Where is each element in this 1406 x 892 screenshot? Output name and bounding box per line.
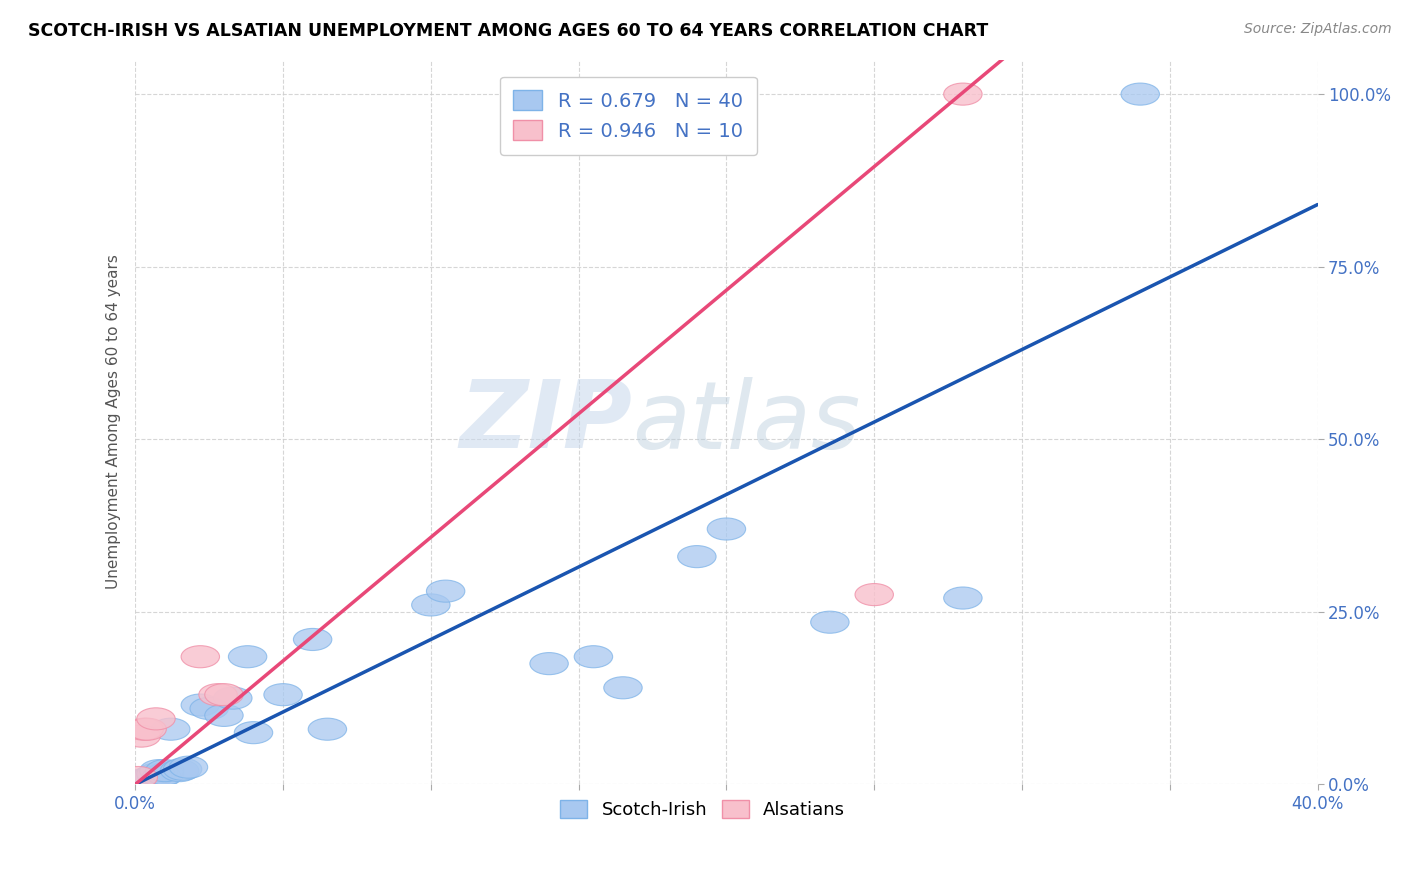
Ellipse shape [190, 698, 228, 720]
Ellipse shape [294, 629, 332, 650]
Ellipse shape [205, 683, 243, 706]
Y-axis label: Unemployment Among Ages 60 to 64 years: Unemployment Among Ages 60 to 64 years [107, 254, 121, 590]
Ellipse shape [264, 683, 302, 706]
Ellipse shape [707, 518, 745, 540]
Ellipse shape [125, 770, 163, 792]
Ellipse shape [146, 760, 184, 781]
Ellipse shape [136, 708, 176, 730]
Ellipse shape [181, 694, 219, 716]
Ellipse shape [530, 653, 568, 674]
Ellipse shape [426, 580, 465, 602]
Ellipse shape [122, 725, 160, 747]
Ellipse shape [146, 763, 184, 785]
Ellipse shape [412, 594, 450, 616]
Ellipse shape [122, 770, 160, 792]
Ellipse shape [235, 722, 273, 744]
Ellipse shape [134, 765, 172, 788]
Ellipse shape [1121, 83, 1160, 105]
Ellipse shape [125, 770, 163, 792]
Ellipse shape [678, 546, 716, 567]
Ellipse shape [122, 770, 160, 792]
Ellipse shape [228, 646, 267, 668]
Ellipse shape [142, 765, 181, 788]
Ellipse shape [811, 611, 849, 633]
Ellipse shape [198, 683, 238, 706]
Ellipse shape [131, 770, 169, 792]
Text: atlas: atlas [631, 376, 860, 467]
Ellipse shape [152, 718, 190, 740]
Text: ZIP: ZIP [458, 376, 631, 468]
Ellipse shape [160, 760, 198, 781]
Ellipse shape [131, 766, 169, 789]
Ellipse shape [120, 766, 157, 789]
Ellipse shape [134, 766, 172, 789]
Ellipse shape [120, 770, 157, 792]
Ellipse shape [125, 770, 163, 792]
Ellipse shape [181, 646, 219, 668]
Ellipse shape [943, 83, 983, 105]
Ellipse shape [128, 770, 166, 792]
Ellipse shape [308, 718, 347, 740]
Ellipse shape [128, 718, 166, 740]
Ellipse shape [214, 687, 252, 709]
Ellipse shape [163, 758, 202, 780]
Ellipse shape [205, 705, 243, 726]
Ellipse shape [128, 770, 166, 792]
Ellipse shape [136, 763, 176, 785]
Ellipse shape [603, 677, 643, 698]
Ellipse shape [125, 718, 163, 740]
Ellipse shape [139, 760, 179, 781]
Ellipse shape [169, 756, 208, 778]
Text: Source: ZipAtlas.com: Source: ZipAtlas.com [1244, 22, 1392, 37]
Ellipse shape [855, 583, 893, 606]
Text: SCOTCH-IRISH VS ALSATIAN UNEMPLOYMENT AMONG AGES 60 TO 64 YEARS CORRELATION CHAR: SCOTCH-IRISH VS ALSATIAN UNEMPLOYMENT AM… [28, 22, 988, 40]
Ellipse shape [574, 646, 613, 668]
Ellipse shape [943, 587, 983, 609]
Legend: Scotch-Irish, Alsatians: Scotch-Irish, Alsatians [553, 792, 852, 826]
